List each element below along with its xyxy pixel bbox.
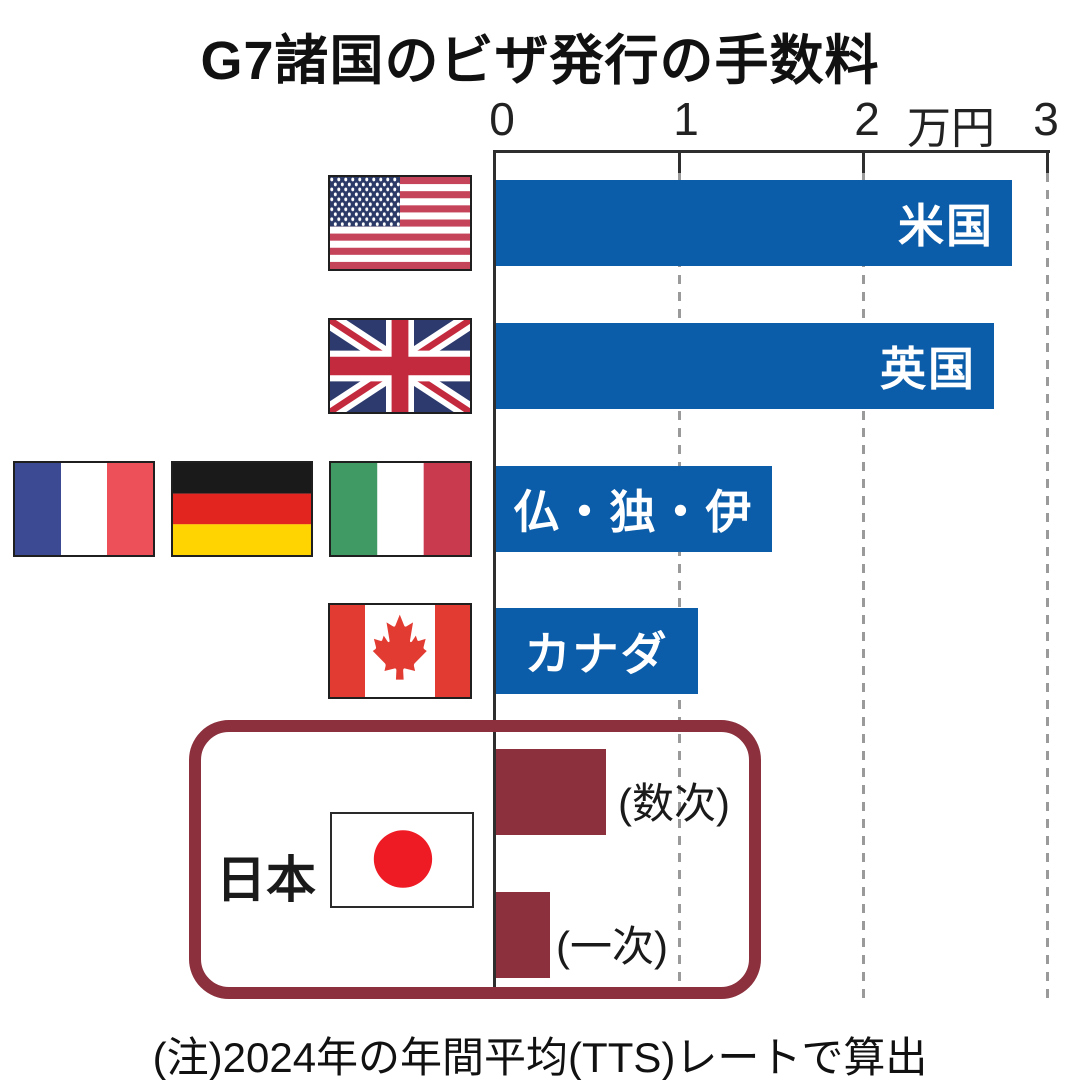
japan-single-entry-label: (一次) bbox=[556, 923, 668, 970]
x-axis-unit-label: 万円 bbox=[907, 104, 995, 153]
x-axis-line bbox=[494, 150, 1050, 153]
japan-label: 日本 bbox=[216, 852, 316, 908]
japan-flag-icon bbox=[330, 812, 474, 908]
usa-bar: 米国 bbox=[495, 180, 1012, 266]
x-axis-tick-label-2: 2 bbox=[854, 93, 880, 145]
uk-bar: 英国 bbox=[495, 323, 994, 409]
germany-flag-icon bbox=[171, 461, 313, 557]
source-note: (注)2024年の年間平均(TTS)レートで算出 bbox=[152, 1034, 928, 1080]
x-axis-tick-label-0: 0 bbox=[489, 93, 515, 145]
united-states-flag-icon bbox=[328, 175, 472, 271]
gridline-3 bbox=[1046, 173, 1049, 998]
x-axis-tick-mark-2 bbox=[862, 150, 865, 173]
gridline-1 bbox=[678, 173, 681, 998]
france-flag-icon bbox=[13, 461, 155, 557]
italy-flag-icon bbox=[329, 461, 472, 557]
japan-single-entry-bar bbox=[495, 892, 550, 978]
x-axis-tick-mark-1 bbox=[678, 150, 681, 173]
x-axis-tick-mark-3 bbox=[1046, 150, 1049, 173]
chart-title: G7諸国のビザ発行の手数料 bbox=[200, 31, 880, 91]
canada-bar-label: カナダ bbox=[524, 628, 669, 680]
gridline-2 bbox=[862, 173, 865, 998]
united-kingdom-flag-icon bbox=[328, 318, 472, 414]
japan-multiple-entry-label: (数次) bbox=[618, 780, 730, 827]
y-axis-baseline bbox=[493, 150, 496, 998]
canada-flag-icon bbox=[328, 603, 472, 699]
x-axis-tick-label-3: 3 bbox=[1033, 93, 1059, 145]
canada-bar: カナダ bbox=[495, 608, 698, 694]
france-germany-italy-bar: 仏・独・伊 bbox=[495, 466, 772, 552]
usa-bar-label: 米国 bbox=[898, 200, 994, 252]
france-germany-italy-bar-label: 仏・独・伊 bbox=[513, 486, 754, 538]
x-axis-tick-label-1: 1 bbox=[673, 93, 699, 145]
uk-bar-label: 英国 bbox=[880, 343, 976, 395]
japan-multiple-entry-bar bbox=[495, 749, 606, 835]
